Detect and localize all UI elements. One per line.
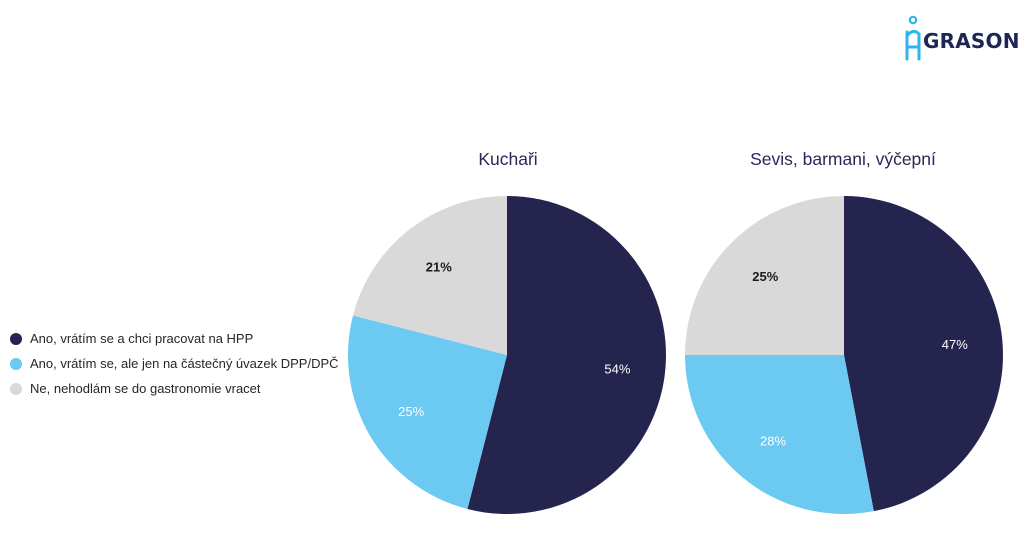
logo-wordmark: GRASON: [923, 29, 1020, 53]
data-label-hpp: 54%: [604, 361, 630, 376]
logo-figure-icon: [905, 15, 921, 61]
legend-label: Ne, nehodlám se do gastronomie vracet: [30, 381, 261, 396]
data-label-castecny-uvazek: 25%: [398, 404, 424, 419]
legend-label: Ano, vrátím se, ale jen na částečný úvaz…: [30, 356, 339, 371]
data-label-nevracet: 25%: [752, 269, 778, 284]
pie-slice-castecny-uvazek: [348, 315, 507, 510]
pie-slice-hpp: [467, 196, 666, 514]
legend-item-castecny-uvazek: Ano, vrátím se, ale jen na částečný úvaz…: [10, 351, 339, 376]
legend-label: Ano, vrátím se a chci pracovat na HPP: [30, 331, 254, 346]
pie-chart-kuchari: 54% 25% 21%: [348, 196, 666, 514]
pie-slice-nevracet: [685, 196, 844, 355]
chart-legend: Ano, vrátím se a chci pracovat na HPP An…: [10, 326, 339, 401]
pie-slice-nevracet: [352, 196, 507, 355]
legend-marker: [10, 357, 22, 370]
legend-item-nevracet: Ne, nehodlám se do gastronomie vracet: [10, 376, 339, 401]
pie-slice-castecny-uvazek: [685, 355, 874, 514]
legend-item-hpp: Ano, vrátím se a chci pracovat na HPP: [10, 326, 339, 351]
data-label-castecny-uvazek: 28%: [760, 433, 786, 448]
pie-slice-hpp: [844, 196, 1003, 512]
legend-marker: [10, 382, 22, 395]
legend-marker: [10, 332, 22, 345]
data-label-hpp: 47%: [942, 337, 968, 352]
chart-title-sevis: Sevis, barmani, výčepní: [750, 149, 936, 169]
data-label-nevracet: 21%: [426, 260, 452, 275]
pie-chart-sevis: 47% 28% 25%: [685, 196, 1003, 514]
chart-title-kuchari: Kuchaři: [478, 149, 538, 169]
grason-logo: GRASON: [904, 14, 1019, 62]
